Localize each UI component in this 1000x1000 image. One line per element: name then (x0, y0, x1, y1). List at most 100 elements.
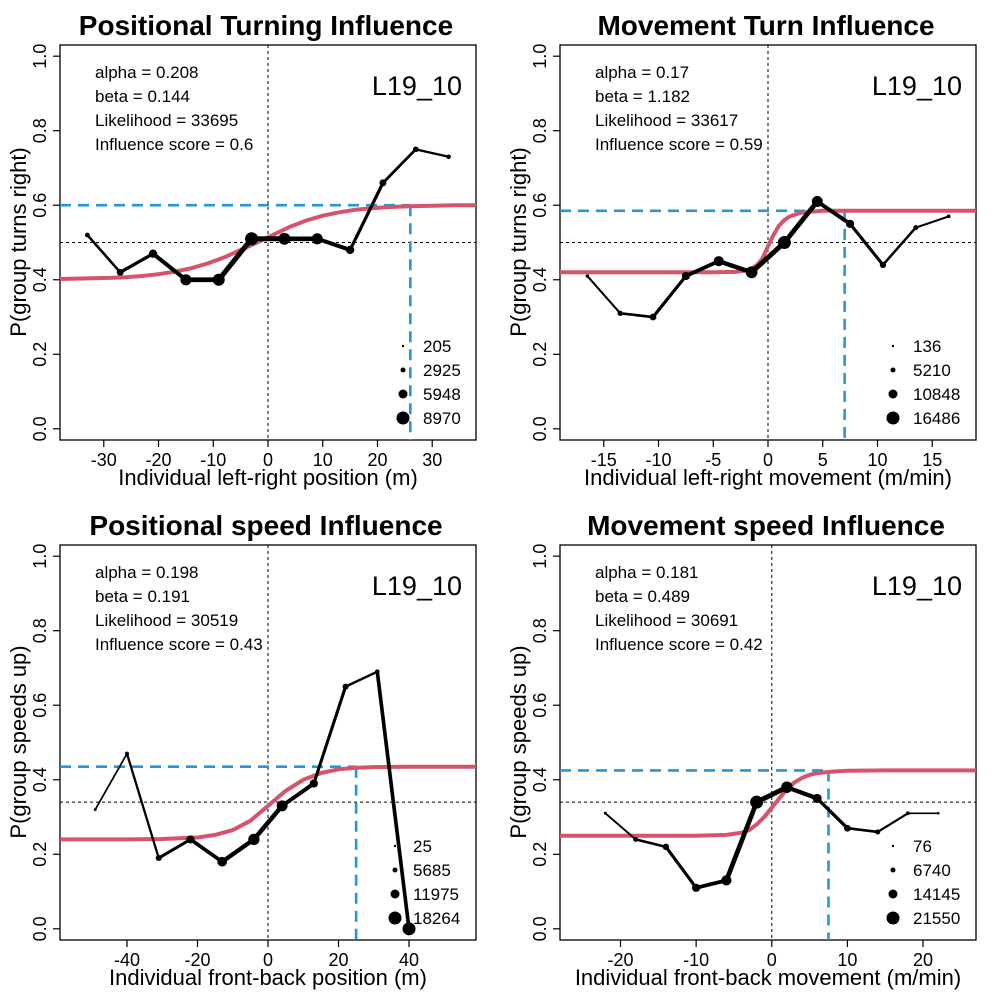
panel-positional-speed: Positional speed Influence -40 -20 0 20 40 0… (6, 510, 477, 990)
y-axis-label: P(group speeds up) (6, 645, 31, 838)
observed-segment (220, 837, 256, 864)
legend-marker (890, 867, 896, 873)
observed-point (278, 232, 291, 245)
legend-label: 205 (423, 337, 451, 356)
observed-segment (157, 838, 192, 860)
observed-segment (345, 670, 378, 688)
y-tick-label: 0.2 (30, 842, 50, 867)
observed-segment (189, 837, 224, 864)
legend-marker (886, 911, 900, 925)
y-tick-label: 0.2 (530, 342, 550, 367)
observed-point (217, 856, 228, 867)
legend-label: 18264 (413, 909, 460, 928)
y-tick-label: 0.6 (530, 693, 550, 718)
y-tick-label: 0.4 (30, 267, 50, 292)
x-axis-label: Individual front-back position (m) (109, 965, 427, 990)
observed-point (412, 146, 419, 153)
y-tick-label: 1.0 (30, 44, 50, 69)
observed-segment (381, 148, 417, 184)
y-tick-label: 0.2 (30, 342, 50, 367)
observed-segment (848, 222, 885, 266)
x-tick-label: 20 (367, 450, 387, 470)
stat-likelihood: Likelihood = 30519 (95, 611, 238, 630)
observed-segment (620, 311, 654, 319)
observed-point (93, 808, 97, 811)
legend-label: 8970 (423, 409, 461, 428)
observed-segment (119, 252, 154, 274)
stat-likelihood: Likelihood = 30691 (595, 611, 738, 630)
x-tick-label: -10 (683, 950, 709, 970)
observed-segment (815, 797, 849, 830)
stat-alpha: alpha = 0.17 (595, 63, 689, 82)
legend-label: 25 (413, 837, 432, 856)
legend-label: 11975 (413, 885, 459, 904)
y-tick-label: 1.0 (530, 44, 550, 69)
observed-segment (695, 878, 727, 890)
observed-point (276, 800, 288, 812)
legend-label: 136 (913, 337, 941, 356)
observed-point (745, 266, 758, 279)
y-tick-label: 0.4 (30, 767, 50, 792)
observed-segment (415, 148, 449, 158)
observed-point (879, 261, 887, 268)
observed-point (946, 214, 951, 219)
size-legend: 136 5210 10848 16486 (886, 337, 960, 428)
observed-point (633, 836, 639, 842)
legend-label: 76 (913, 837, 932, 856)
observed-segment (280, 781, 315, 808)
y-axis: 0.0 0.2 0.4 0.6 0.8 1.0 (30, 44, 60, 441)
y-tick-label: 0.6 (30, 193, 50, 218)
observed-segment (604, 812, 637, 841)
observed-series (84, 146, 451, 286)
y-tick-label: 1.0 (530, 544, 550, 569)
y-axis-label: P(group turns right) (506, 147, 531, 337)
observed-segment (86, 234, 122, 274)
x-axis-label: Individual front-back movement (m/min) (575, 965, 961, 990)
y-axis: 0.0 0.2 0.4 0.6 0.8 1.0 (30, 544, 60, 941)
x-tick-label: -15 (591, 450, 617, 470)
x-axis-label: Individual left-right position (m) (118, 465, 418, 490)
observed-segment (375, 671, 411, 930)
observed-point (148, 249, 158, 258)
observed-segment (586, 275, 621, 314)
y-tick-label: 0.4 (530, 767, 550, 792)
legend-marker (886, 411, 900, 425)
observed-segment (685, 259, 720, 278)
legend-marker (392, 867, 398, 873)
y-axis: 0.0 0.2 0.4 0.6 0.8 1.0 (530, 544, 560, 941)
observed-point (713, 256, 724, 267)
legend-marker (388, 911, 402, 925)
x-axis-label: Individual left-right movement (m/min) (584, 465, 952, 490)
x-tick-label: 0 (763, 450, 773, 470)
observed-point (124, 751, 129, 756)
guide-lines (560, 545, 976, 940)
legend-marker (390, 889, 400, 899)
x-tick-label: 10 (313, 450, 333, 470)
legend-marker (891, 844, 895, 848)
stat-alpha: alpha = 0.208 (95, 63, 199, 82)
observed-segment (651, 275, 688, 319)
legend-marker (890, 367, 896, 373)
observed-segment (94, 753, 128, 810)
stat-influence-score: Influence score = 0.42 (595, 635, 763, 654)
panel-title: Movement speed Influence (587, 510, 945, 541)
y-tick-label: 0.6 (530, 193, 550, 218)
observed-point (812, 793, 822, 803)
observed-segment (664, 845, 698, 889)
panel-title: Positional Turning Influence (79, 10, 453, 41)
observed-point (345, 245, 355, 255)
observed-segment (915, 215, 949, 229)
size-legend: 76 6740 14145 21550 (886, 837, 960, 928)
x-tick-label: -40 (114, 950, 140, 970)
observed-point (906, 811, 910, 816)
x-tick-label: 0 (767, 950, 777, 970)
observed-point (186, 835, 195, 844)
legend-label: 16486 (913, 409, 960, 428)
legend-label: 5948 (423, 385, 461, 404)
observed-point (617, 310, 623, 316)
legend-marker (396, 411, 410, 425)
observed-point (155, 854, 162, 862)
observed-point (402, 922, 416, 936)
x-axis: -40 -20 0 20 40 (114, 940, 419, 970)
